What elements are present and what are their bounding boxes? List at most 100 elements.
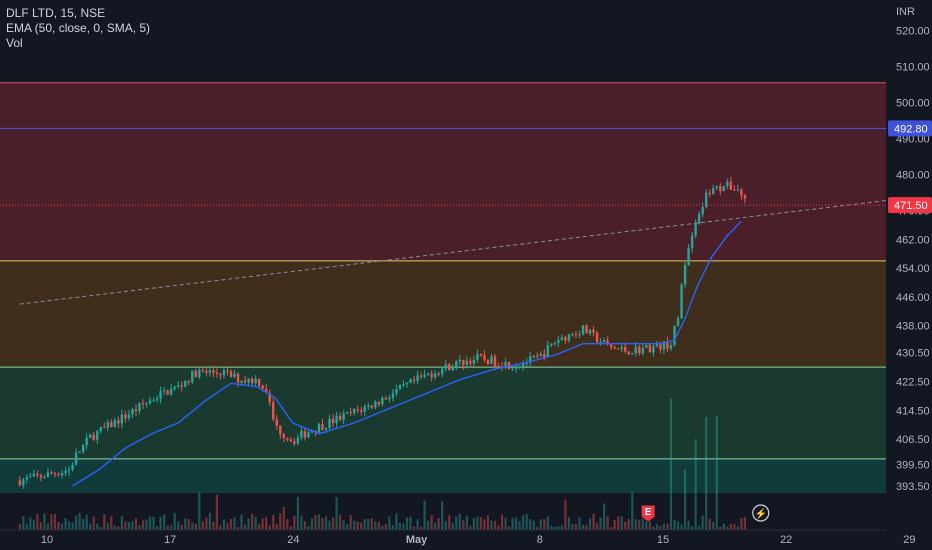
volume-bar bbox=[669, 398, 673, 530]
time-tick-label: 15 bbox=[657, 534, 669, 546]
candle-body bbox=[574, 334, 578, 336]
volume-bar bbox=[624, 521, 627, 530]
volume-bar bbox=[493, 520, 497, 530]
event-markers[interactable]: E ⚡ bbox=[640, 504, 770, 523]
time-tick-label: 22 bbox=[780, 534, 792, 546]
symbol-title[interactable]: DLF LTD, 15, NSE bbox=[6, 6, 106, 20]
candle-body bbox=[469, 360, 472, 364]
volume-bar bbox=[300, 515, 303, 530]
time-axis-panel[interactable] bbox=[0, 530, 932, 550]
candle-body bbox=[722, 186, 725, 192]
candle-body bbox=[690, 235, 694, 249]
candle-body bbox=[233, 373, 236, 377]
candle-body bbox=[662, 341, 666, 350]
volume-bar bbox=[448, 515, 451, 530]
price-tick-label: 462.00 bbox=[896, 234, 930, 246]
candle-body bbox=[437, 373, 440, 375]
price-tags: 492.80 471.50 bbox=[888, 120, 932, 214]
volume-bar bbox=[722, 523, 725, 530]
candle-body bbox=[335, 415, 338, 424]
candle-body bbox=[201, 369, 205, 371]
candle-body bbox=[159, 391, 162, 399]
candle-body bbox=[222, 370, 226, 376]
volume-bar bbox=[423, 500, 426, 530]
volume-bar bbox=[511, 517, 514, 530]
candle-body bbox=[110, 422, 113, 428]
volume-bar bbox=[331, 517, 335, 530]
ema-path bbox=[72, 220, 742, 487]
candle-body bbox=[557, 340, 560, 344]
candle-body bbox=[712, 188, 715, 194]
volume-bar bbox=[701, 515, 704, 530]
volume-bar bbox=[339, 514, 342, 530]
volume-bar bbox=[504, 517, 507, 530]
volume-indicator-label[interactable]: Vol bbox=[6, 36, 23, 50]
volume-bar bbox=[553, 526, 556, 530]
volume-bar bbox=[691, 526, 694, 530]
candle-body bbox=[736, 189, 740, 191]
volume-bar bbox=[683, 469, 687, 530]
volume-bar bbox=[603, 503, 606, 530]
price-tick-label: 454.00 bbox=[896, 263, 930, 275]
ema-indicator-label[interactable]: EMA (50, close, 0, SMA, 5) bbox=[6, 21, 151, 35]
candle-body bbox=[430, 373, 433, 378]
volume-bar bbox=[29, 517, 32, 530]
volume-bar bbox=[405, 517, 409, 530]
candle-body bbox=[229, 371, 233, 377]
volume-bar bbox=[564, 499, 567, 530]
volume-bar bbox=[412, 526, 416, 530]
candle-body bbox=[719, 186, 722, 192]
candle-body bbox=[272, 402, 275, 420]
candle-body bbox=[648, 344, 652, 353]
earnings-marker-shape bbox=[640, 504, 656, 523]
candle-body bbox=[268, 392, 271, 403]
candle-body bbox=[169, 388, 173, 395]
candle-body bbox=[624, 346, 627, 352]
volume-bar bbox=[303, 520, 307, 530]
candle-body bbox=[296, 437, 300, 444]
volume-bar bbox=[152, 516, 155, 530]
time-tick-label: 10 bbox=[41, 534, 53, 546]
price-axis-panel[interactable] bbox=[886, 0, 932, 530]
volume-bar bbox=[659, 525, 662, 530]
candle-body bbox=[486, 359, 490, 364]
volume-bar bbox=[680, 524, 683, 530]
volume-bar bbox=[381, 525, 384, 530]
volume-bar bbox=[236, 526, 240, 530]
candle-body bbox=[676, 318, 680, 326]
volume-bar bbox=[567, 517, 571, 530]
volume-bar bbox=[233, 517, 236, 530]
candle-body bbox=[50, 472, 53, 474]
volume-bar bbox=[353, 520, 356, 530]
volume-bar bbox=[286, 519, 289, 530]
candle-body bbox=[405, 383, 409, 385]
candle-body bbox=[152, 400, 155, 402]
trendline[interactable] bbox=[19, 180, 932, 305]
candle-body bbox=[353, 409, 356, 413]
candle-body bbox=[29, 476, 32, 478]
volume-bar bbox=[328, 520, 331, 530]
candle-body bbox=[715, 186, 718, 189]
volume-bar bbox=[138, 525, 141, 530]
volume-bar bbox=[740, 518, 743, 530]
volume-bar bbox=[370, 518, 373, 530]
candle-body bbox=[345, 411, 349, 414]
candle-body bbox=[363, 406, 366, 412]
volume-bar bbox=[117, 526, 120, 530]
volume-bar bbox=[307, 526, 310, 530]
candle-body bbox=[655, 343, 659, 347]
candle-body bbox=[36, 473, 39, 476]
candle-body bbox=[455, 361, 458, 368]
candle-body bbox=[588, 329, 592, 334]
volume-bar bbox=[177, 521, 180, 530]
candle-body bbox=[578, 334, 581, 336]
volume-bar bbox=[687, 520, 690, 530]
volume-bar bbox=[620, 516, 623, 530]
volume-bar bbox=[201, 521, 204, 530]
volume-bar bbox=[634, 519, 637, 530]
volume-bar bbox=[655, 524, 659, 530]
volume-bar bbox=[268, 525, 271, 530]
candle-body bbox=[208, 370, 212, 373]
candle-body bbox=[631, 352, 634, 355]
